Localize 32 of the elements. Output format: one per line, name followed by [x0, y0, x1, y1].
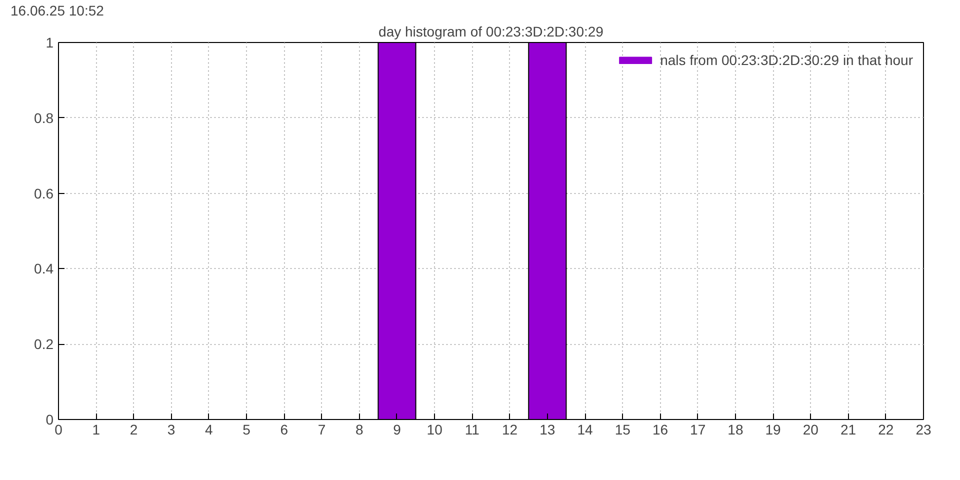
y-tick-label: 0	[46, 412, 54, 428]
x-tick-label: 11	[464, 422, 480, 438]
x-tick-label: 1	[92, 422, 100, 438]
x-tick-label: 22	[878, 422, 894, 438]
y-tick-label: 0.8	[34, 110, 54, 126]
x-tick-label: 13	[540, 422, 556, 438]
x-tick-label: 23	[916, 422, 932, 438]
x-tick-label: 19	[765, 422, 782, 438]
x-tick-label: 4	[205, 422, 214, 438]
legend-label: nals from 00:23:3D:2D:30:29 in that hour	[660, 52, 913, 68]
x-tick-label: 2	[130, 422, 138, 438]
x-tick-label: 17	[690, 422, 706, 438]
y-tick-label: 0.6	[34, 185, 54, 202]
x-tick-label: 15	[614, 422, 631, 438]
x-tick-label: 9	[393, 422, 402, 438]
chart-title: day histogram of 00:23:3D:2D:30:29	[378, 24, 604, 40]
x-tick-label: 16	[652, 422, 668, 438]
x-tick-label: 6	[280, 422, 288, 438]
x-tick-label: 10	[426, 422, 443, 438]
x-tick-label: 7	[318, 422, 326, 438]
x-tick-label: 14	[577, 422, 594, 438]
x-tick-label: 20	[802, 422, 819, 438]
x-tick-label: 5	[242, 422, 251, 438]
y-tick-label: 0.2	[34, 336, 54, 352]
y-tick-label: 1	[46, 34, 54, 50]
x-tick-label: 8	[355, 422, 364, 438]
x-tick-label: 18	[728, 422, 744, 438]
x-tick-label: 3	[167, 422, 176, 438]
x-tick-label: 12	[502, 422, 518, 438]
x-tick-label: 21	[840, 422, 856, 438]
text: 16.06.25 10:52	[10, 2, 104, 18]
y-tick-label: 0.4	[34, 260, 54, 277]
